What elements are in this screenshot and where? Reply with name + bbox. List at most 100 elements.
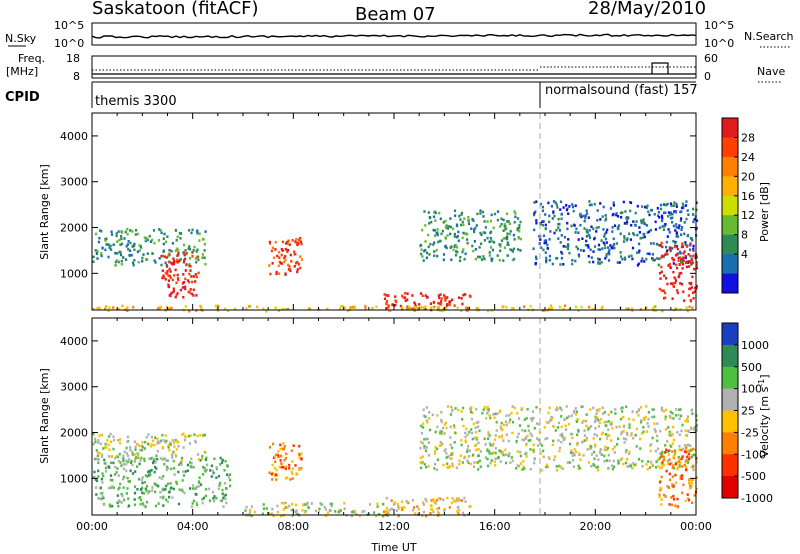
velocity-cell bbox=[143, 447, 146, 450]
power-cell bbox=[542, 234, 546, 238]
power-cell bbox=[168, 274, 171, 278]
velocity-cell bbox=[463, 496, 466, 500]
velocity-cell bbox=[684, 450, 687, 454]
velocity-cell bbox=[678, 433, 681, 437]
power-cell bbox=[534, 210, 537, 213]
power-cell bbox=[116, 240, 119, 243]
power-cell bbox=[440, 232, 443, 236]
velocity-cell bbox=[204, 470, 207, 473]
velocity-cell bbox=[536, 422, 539, 425]
power-cell bbox=[188, 309, 191, 313]
power-cell bbox=[627, 216, 630, 220]
power-cell bbox=[441, 229, 444, 233]
power-cell bbox=[265, 310, 268, 313]
velocity-cell bbox=[460, 499, 463, 502]
power-cell bbox=[630, 224, 633, 227]
power-cell bbox=[195, 294, 198, 297]
power-cell bbox=[172, 257, 175, 260]
velocity-cell bbox=[460, 439, 463, 442]
velocity-cell bbox=[538, 438, 541, 442]
power-cell bbox=[435, 232, 438, 235]
power-cell bbox=[585, 228, 588, 232]
power-cell bbox=[590, 225, 593, 229]
power-cell bbox=[176, 277, 180, 280]
velocity-cell bbox=[144, 474, 147, 477]
velocity-cell bbox=[639, 447, 642, 450]
velocity-cell bbox=[545, 420, 548, 424]
power-cell bbox=[469, 295, 472, 298]
power-cell bbox=[671, 257, 674, 260]
power-cell bbox=[472, 249, 475, 253]
power-cell bbox=[456, 234, 459, 238]
velocity-cell bbox=[171, 439, 174, 442]
power-cell bbox=[692, 254, 695, 258]
power-cell bbox=[146, 238, 149, 242]
velocity-cell bbox=[282, 502, 285, 505]
power-cell bbox=[425, 256, 428, 260]
velocity-cell bbox=[498, 435, 501, 439]
power-cell bbox=[691, 238, 694, 242]
velocity-cell bbox=[111, 485, 114, 488]
velocity-cell bbox=[120, 501, 123, 504]
velocity-cell bbox=[470, 428, 473, 431]
velocity-cell bbox=[554, 455, 557, 458]
velocity-cell bbox=[451, 462, 454, 466]
power-cell bbox=[656, 207, 659, 210]
velocity-cell bbox=[169, 443, 172, 446]
velocity-cell bbox=[632, 418, 635, 422]
power-cell bbox=[488, 254, 491, 257]
velocity-cell bbox=[205, 456, 208, 460]
velocity-cell bbox=[671, 442, 674, 445]
power-cell bbox=[660, 241, 663, 245]
power-cell bbox=[601, 215, 604, 218]
velocity-cell bbox=[165, 465, 169, 469]
velocity-cell bbox=[184, 470, 187, 473]
power-cell bbox=[375, 305, 378, 309]
velocity-cell bbox=[109, 474, 113, 477]
velocity-cell bbox=[659, 456, 662, 459]
power-cell bbox=[92, 307, 95, 311]
cpid-strip: CPID themis 3300 normalsound (fast) 157 bbox=[5, 81, 698, 109]
power-cell bbox=[96, 250, 99, 253]
power-cell bbox=[676, 247, 679, 251]
velocity-cell bbox=[450, 501, 453, 505]
velocity-cell bbox=[526, 434, 529, 438]
velocity-cell bbox=[645, 430, 648, 433]
velocity-cell bbox=[688, 481, 691, 484]
power-cell bbox=[104, 307, 107, 311]
velocity-cell bbox=[107, 455, 111, 458]
power-cell bbox=[467, 216, 470, 219]
velocity-cell bbox=[513, 406, 516, 410]
power-cell bbox=[192, 249, 195, 252]
power-cell bbox=[490, 259, 493, 263]
power-cell bbox=[566, 227, 569, 231]
velocity-cell bbox=[117, 504, 120, 508]
velocity-cell bbox=[108, 466, 111, 469]
velocity-cell bbox=[142, 492, 146, 495]
velocity-cell bbox=[568, 461, 571, 464]
power-cell bbox=[669, 202, 673, 205]
power-cell bbox=[601, 247, 604, 250]
power-cell bbox=[168, 307, 171, 311]
power-cell bbox=[602, 205, 605, 209]
velocity-cell bbox=[167, 446, 170, 449]
power-cell bbox=[501, 305, 504, 309]
power-cell bbox=[279, 261, 283, 265]
velocity-cell bbox=[443, 423, 446, 426]
velocity-cell bbox=[678, 460, 681, 463]
velocity-cell bbox=[599, 437, 602, 441]
velocity-cell bbox=[127, 480, 130, 483]
power-cell bbox=[626, 222, 629, 225]
velocity-cell bbox=[95, 479, 99, 482]
power-cell bbox=[121, 304, 124, 308]
velocity-cell bbox=[118, 486, 121, 490]
velocity-cell bbox=[181, 489, 184, 493]
power-cell bbox=[659, 207, 663, 211]
velocity-cell bbox=[501, 428, 504, 432]
power-cell bbox=[284, 307, 287, 311]
velocity-cell bbox=[284, 506, 287, 509]
power-cell bbox=[297, 242, 300, 245]
power-cell bbox=[688, 282, 691, 285]
velocity-cell bbox=[684, 419, 687, 423]
power-cell bbox=[169, 260, 172, 264]
